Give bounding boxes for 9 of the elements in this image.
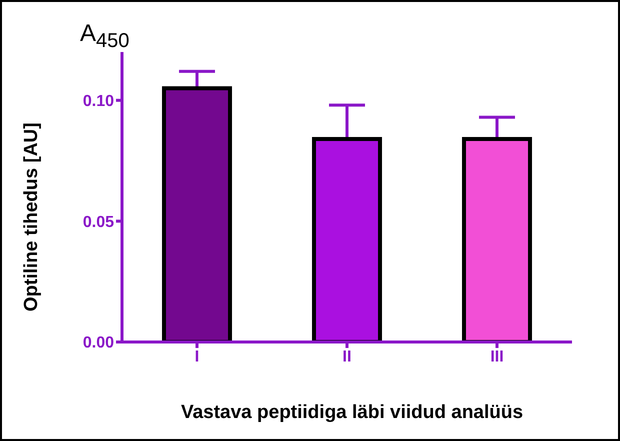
y-axis-title: Optiline tihedus [AU]	[21, 122, 43, 312]
x-tick-label: II	[342, 348, 352, 366]
x-axis-title: Vastava peptiidiga läbi viidud analüüs	[180, 402, 524, 424]
y-tick-label: 0.10	[82, 93, 114, 110]
text: A$_{450}$	[80, 20, 130, 53]
x-tick-label: III	[490, 348, 504, 366]
y-tick-label: 0.05	[82, 214, 114, 231]
x-tick-label: I	[194, 348, 200, 366]
y-tick-label: 0.00	[82, 334, 114, 352]
